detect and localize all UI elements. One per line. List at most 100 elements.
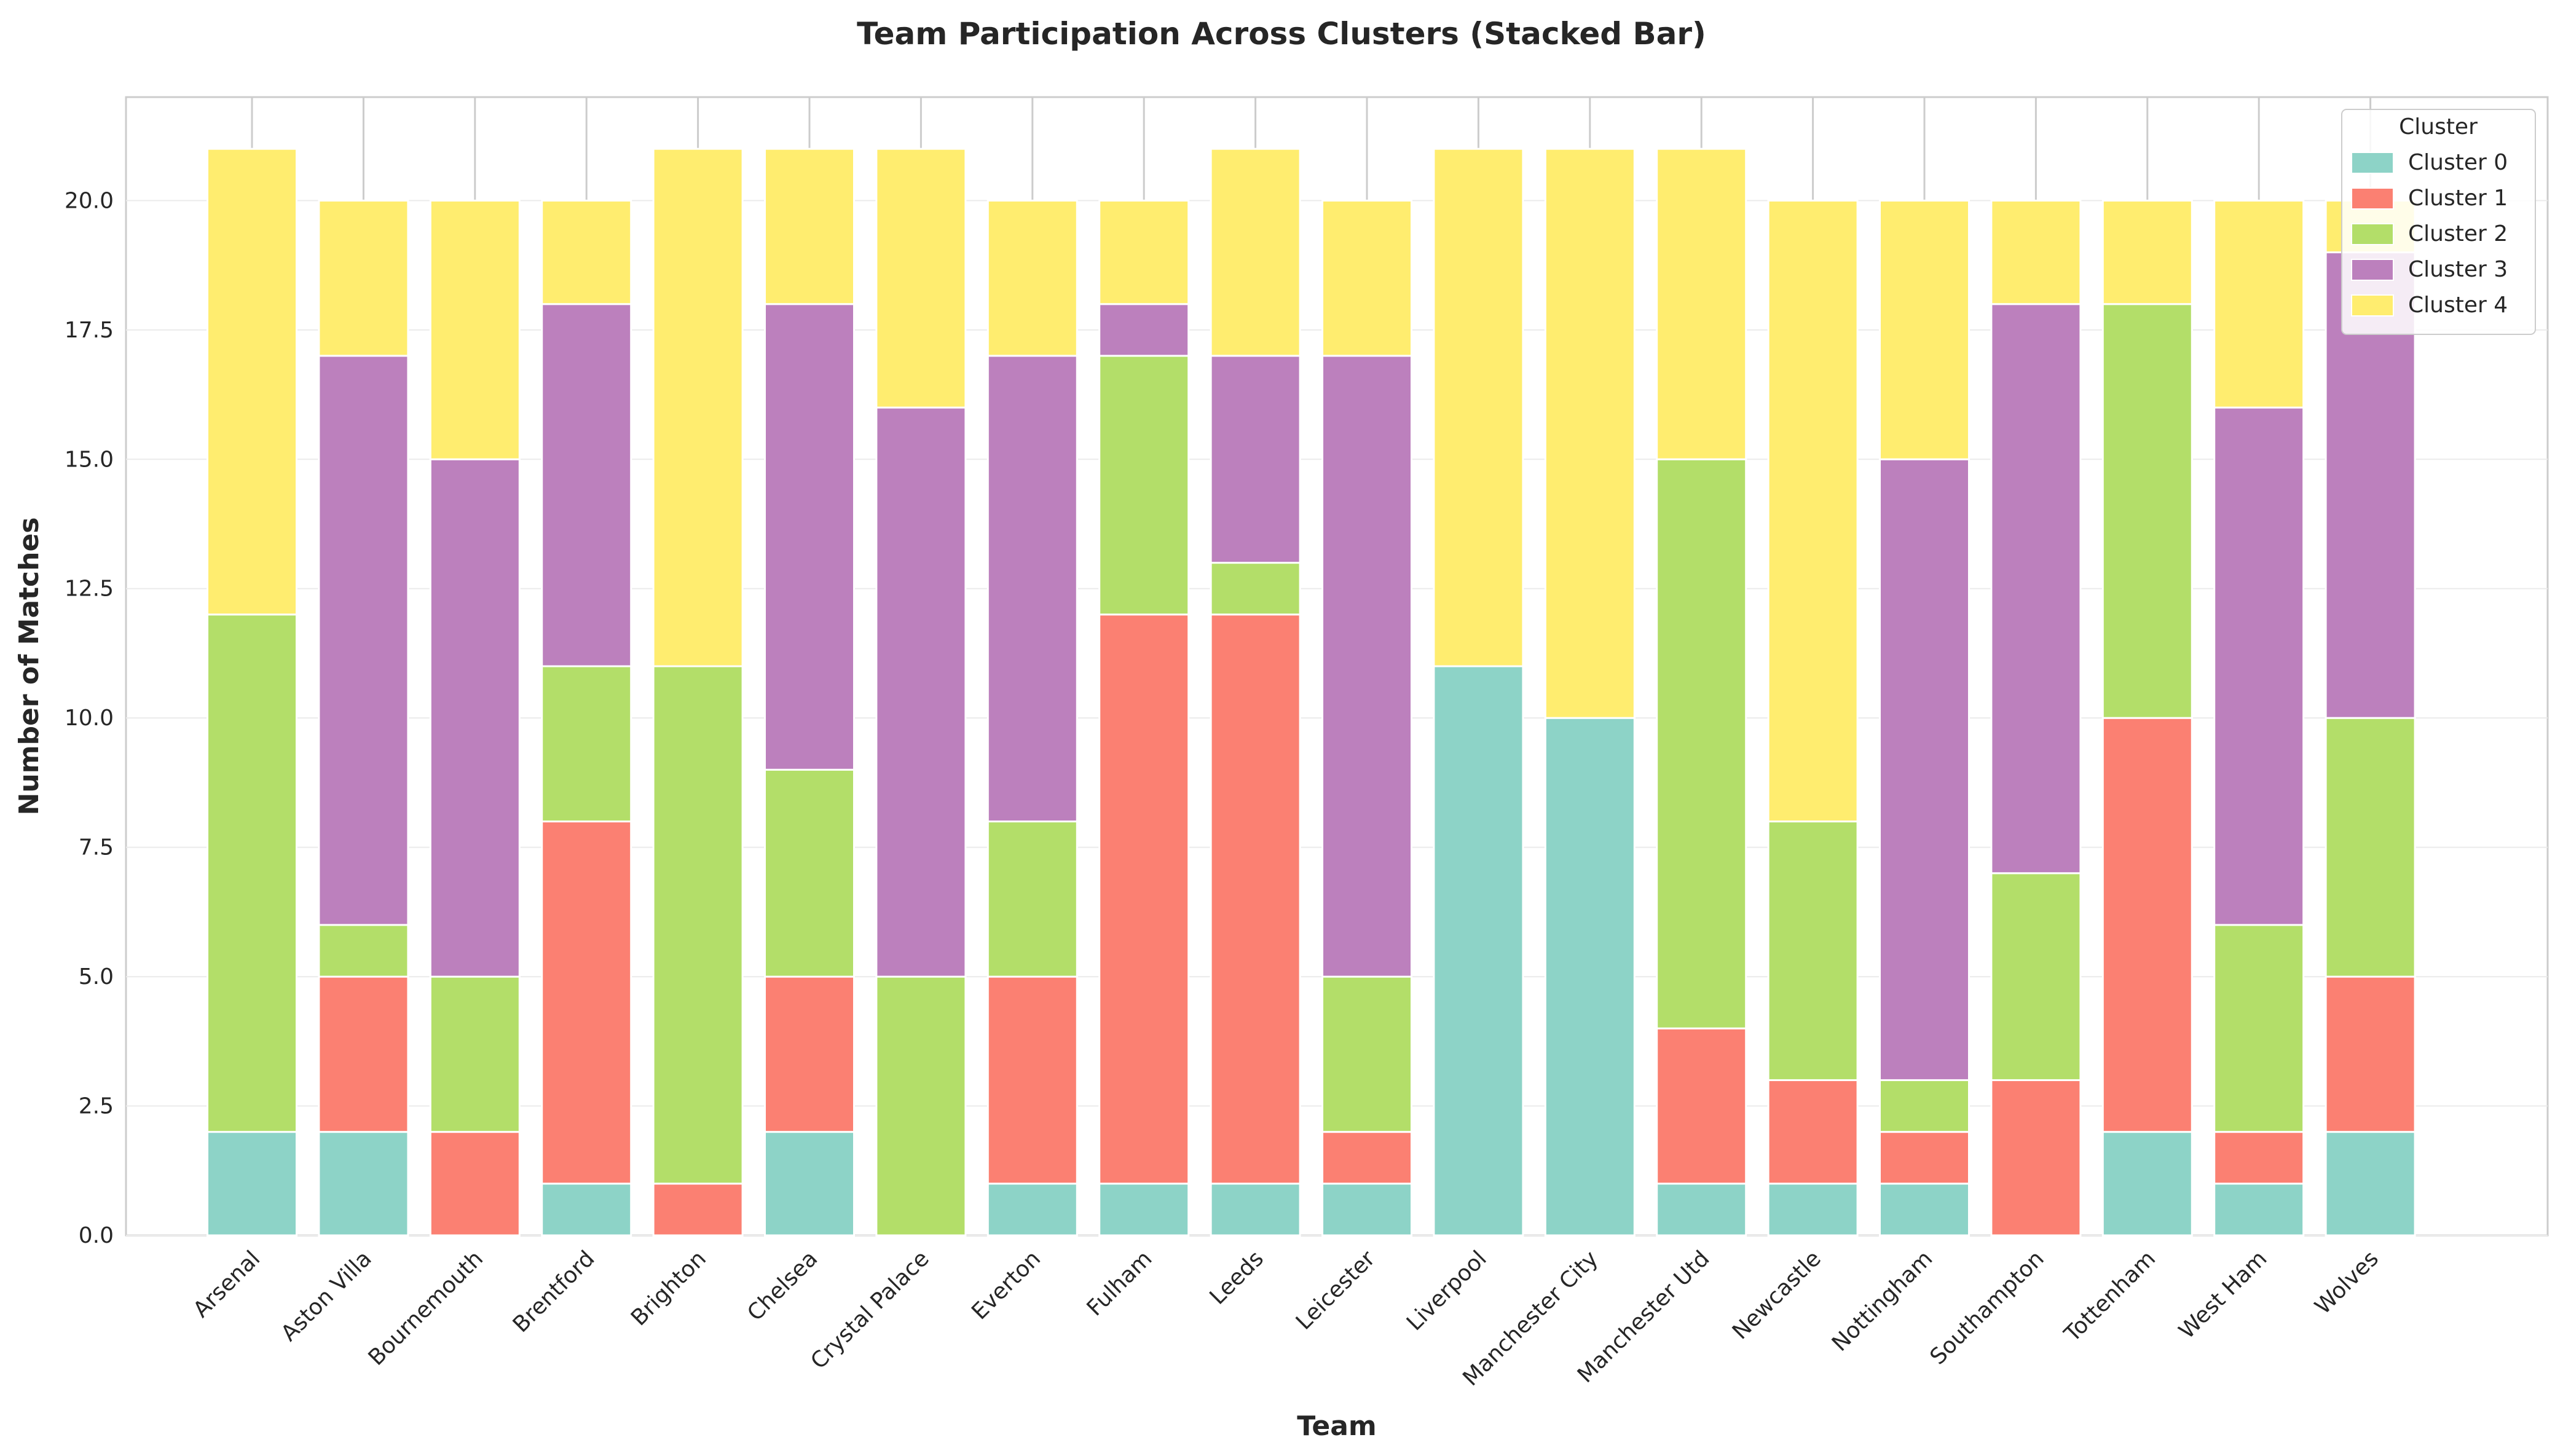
bar-segment <box>429 199 521 460</box>
bar-segment <box>1544 717 1636 1237</box>
bar-segment <box>652 665 744 1185</box>
legend-swatch <box>2351 259 2394 281</box>
bar-segment <box>875 148 967 409</box>
bar-segment <box>1879 1079 1970 1133</box>
y-tick-label: 5.0 <box>79 964 114 990</box>
x-tick-label: Leicester <box>1291 1246 1380 1335</box>
bar-segment <box>1879 199 1970 460</box>
bar-segment <box>541 1183 632 1237</box>
y-tick-label: 20.0 <box>65 188 114 213</box>
bar-segment <box>1210 355 1301 564</box>
legend-label: Cluster 0 <box>2408 150 2508 175</box>
legend-title: Cluster <box>2399 114 2478 140</box>
bar-segment <box>1321 975 1412 1133</box>
x-tick-label: Bournemouth <box>364 1246 489 1371</box>
bar-segment <box>2101 199 2193 305</box>
bar-segment <box>2101 717 2193 1133</box>
bar-segment <box>1098 303 1190 357</box>
bar-segment <box>1098 1183 1190 1237</box>
bar-segment <box>875 975 967 1237</box>
bar-segment <box>1098 355 1190 616</box>
y-tick-label: 17.5 <box>65 318 114 343</box>
bar-segment <box>2101 303 2193 719</box>
bar-segment <box>541 199 632 305</box>
bar-segment <box>318 1131 409 1237</box>
bar-segment <box>1990 303 2082 875</box>
legend-swatch <box>2351 294 2394 317</box>
bar-segment <box>1656 458 1747 1029</box>
bar-segment <box>2101 1131 2193 1237</box>
bar-segment <box>764 975 855 1133</box>
bar-segment <box>986 975 1078 1185</box>
bar-segment <box>875 406 967 978</box>
x-tick-label: Brentford <box>508 1246 600 1337</box>
bar-segment <box>1990 1079 2082 1237</box>
bar-segment <box>986 1183 1078 1237</box>
bar-segment <box>1321 1183 1412 1237</box>
bar-segment <box>1210 1183 1301 1237</box>
y-tick-label: 12.5 <box>65 576 114 602</box>
bar-segment <box>764 148 855 305</box>
bar-segment <box>207 613 297 1133</box>
legend-swatch <box>2351 223 2394 245</box>
y-tick-label: 0.0 <box>79 1223 114 1248</box>
bar-segment <box>1433 148 1524 667</box>
legend-label: Cluster 1 <box>2408 186 2508 211</box>
legend-label: Cluster 3 <box>2408 257 2508 282</box>
x-tick-label: Everton <box>967 1246 1045 1324</box>
x-tick-label: Fulham <box>1082 1246 1157 1321</box>
bar-segment <box>318 355 409 926</box>
x-tick-label: Wolves <box>2310 1246 2384 1319</box>
y-tick-label: 7.5 <box>79 835 114 860</box>
bar-segment <box>1879 458 1970 1081</box>
bar-segment <box>541 665 632 823</box>
bar-segment <box>1990 199 2082 305</box>
bar-segment <box>1656 148 1747 460</box>
bar-segment <box>429 975 521 1133</box>
bars-group <box>207 148 2416 1237</box>
bar-segment <box>541 303 632 667</box>
x-tick-label: Newcastle <box>1728 1246 1826 1344</box>
bar-segment <box>318 975 409 1133</box>
y-tick-label: 15.0 <box>65 447 114 472</box>
bar-segment <box>1210 148 1301 357</box>
x-tick-label: West Ham <box>2174 1246 2272 1344</box>
legend-label: Cluster 4 <box>2408 293 2508 318</box>
bar-segment <box>1098 199 1190 305</box>
bar-segment <box>1321 355 1412 978</box>
bar-segment <box>1767 1183 1859 1237</box>
bar-segment <box>429 1131 521 1237</box>
bar-segment <box>1656 1183 1747 1237</box>
bar-segment <box>2213 1131 2305 1185</box>
x-tick-label: Crystal Palace <box>806 1246 934 1374</box>
bar-segment <box>2213 924 2305 1133</box>
x-axis-label: Team <box>1297 1411 1377 1442</box>
bar-segment <box>764 1131 855 1237</box>
bar-segment <box>2325 717 2416 978</box>
x-tick-label: Chelsea <box>742 1246 822 1326</box>
bar-segment <box>2213 406 2305 926</box>
bar-segment <box>1879 1183 1970 1237</box>
legend-swatch <box>2351 187 2394 210</box>
bar-segment <box>1321 199 1412 357</box>
x-tick-label: Arsenal <box>189 1246 266 1323</box>
bar-segment <box>2325 1131 2416 1237</box>
bar-segment <box>764 303 855 771</box>
bar-segment <box>986 355 1078 823</box>
x-tick-label: Leeds <box>1205 1246 1268 1309</box>
bar-segment <box>2213 1183 2305 1237</box>
y-tick-label: 10.0 <box>65 706 114 731</box>
bar-segment <box>1767 199 1859 823</box>
y-tick-label: 2.5 <box>79 1094 114 1119</box>
bar-segment <box>1433 665 1524 1237</box>
x-tick-label: Tottenham <box>2059 1246 2160 1347</box>
bar-segment <box>207 148 297 616</box>
bar-segment <box>764 768 855 978</box>
bar-segment <box>1210 613 1301 1185</box>
bar-segment <box>207 1131 297 1237</box>
bar-segment <box>652 1183 744 1237</box>
bar-segment <box>1767 1079 1859 1185</box>
